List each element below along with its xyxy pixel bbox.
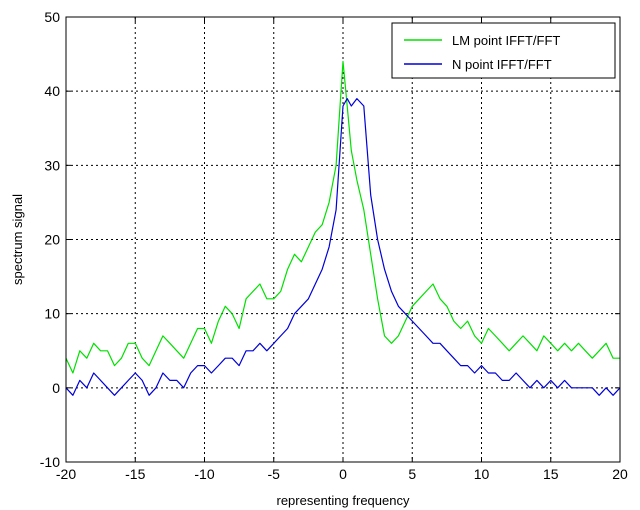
y-tick-label: 50 <box>44 9 60 25</box>
x-tick-label: 15 <box>543 466 559 482</box>
legend-label-lm: LM point IFFT/FFT <box>452 33 560 48</box>
x-tick-label: 10 <box>474 466 490 482</box>
y-tick-label: 30 <box>44 157 60 173</box>
y-tick-label: 40 <box>44 83 60 99</box>
y-tick-label: 10 <box>44 306 60 322</box>
x-tick-label: -10 <box>194 466 214 482</box>
legend: LM point IFFT/FFT N point IFFT/FFT <box>391 22 616 79</box>
series-group <box>65 60 621 396</box>
x-tick-label: -5 <box>268 466 281 482</box>
x-tick-label: 5 <box>408 466 416 482</box>
x-tick-label: -20 <box>56 466 76 482</box>
legend-box <box>391 22 616 79</box>
x-tick-label: 0 <box>339 466 347 482</box>
grid <box>66 17 620 462</box>
series-line-lm <box>65 60 620 374</box>
x-tick-label: -15 <box>125 466 145 482</box>
x-axis-label: representing frequency <box>277 493 410 508</box>
ticks: -20 -15 -10 -5 0 5 10 15 20 -10 0 10 20 30 40 50 <box>40 9 628 482</box>
y-tick-label: 20 <box>44 232 60 248</box>
x-tick-label: 20 <box>612 466 628 482</box>
series-line-n <box>65 97 621 396</box>
y-tick-label: -10 <box>40 454 60 470</box>
y-axis-label: spectrum signal <box>10 194 25 285</box>
legend-label-n: N point IFFT/FFT <box>452 57 552 72</box>
y-tick-label: 0 <box>52 380 60 396</box>
